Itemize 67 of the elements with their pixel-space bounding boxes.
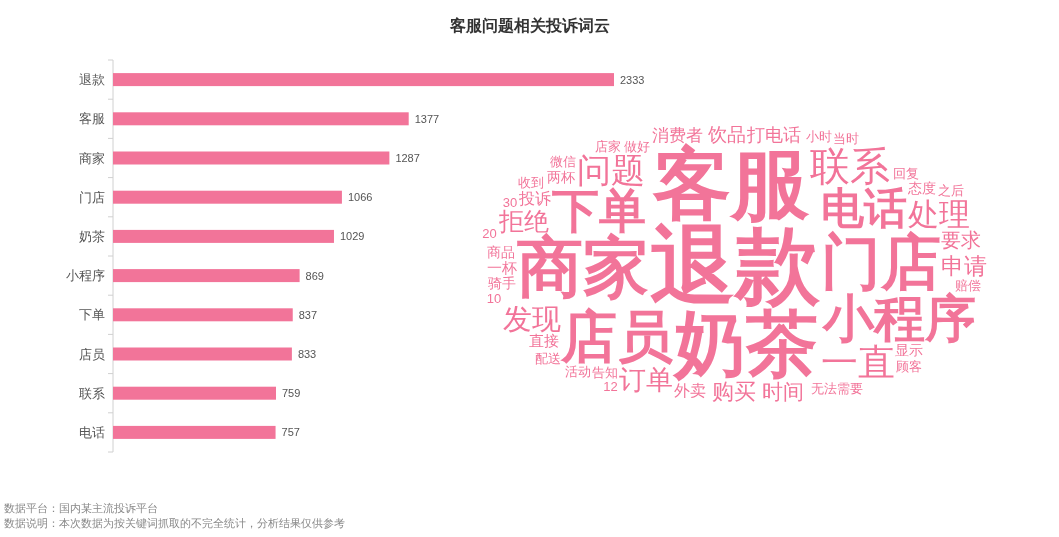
annotation: 微信: [549, 154, 576, 170]
bar: [113, 308, 293, 322]
y-tick-label: 客服: [79, 111, 105, 127]
y-tick-label: 电话: [79, 424, 105, 440]
data-label: 757: [281, 426, 300, 439]
y-tick-label: 小程序: [66, 268, 105, 284]
text: 时间: [761, 379, 804, 403]
annotation: 12: [603, 379, 618, 395]
y-tick-label: 下单: [79, 307, 105, 323]
data-label: 1377: [414, 112, 440, 125]
annotation: 投诉: [518, 189, 552, 207]
annotation: 骑手: [488, 275, 517, 292]
bar: [113, 269, 300, 283]
bar: [113, 386, 276, 400]
annotation: 10: [486, 291, 502, 307]
text: 需要: [837, 380, 864, 396]
text: 外卖: [673, 381, 706, 399]
bar: [113, 151, 390, 165]
text: 赔偿: [954, 278, 981, 294]
text: 饮品: [707, 123, 747, 145]
text: 打电话: [745, 125, 801, 146]
text: 要求: [941, 229, 982, 252]
bar: [113, 112, 409, 126]
text: 小时: [805, 129, 832, 145]
y-tick-label: 退款: [79, 72, 105, 88]
y-tick-label: 店员: [79, 346, 105, 362]
data-label: 837: [298, 308, 318, 321]
y-tick-label: 奶茶: [79, 228, 105, 244]
bar: [113, 190, 342, 204]
text: 态度: [906, 180, 936, 197]
data-label: 869: [305, 269, 324, 282]
bar: [113, 347, 292, 361]
annotation: 发现: [502, 302, 561, 335]
y-tick-label: 商家: [79, 150, 105, 166]
text: 回复: [893, 166, 920, 182]
text: 申请: [941, 253, 988, 280]
text: 数据平台：国内某主流投诉平台: [4, 502, 158, 514]
text: 顾客: [895, 358, 922, 374]
annotation: 30: [502, 194, 518, 210]
data-label: 1066: [347, 191, 373, 204]
text: 当时: [833, 130, 860, 146]
annotation: 告知: [591, 364, 618, 380]
data-label: 759: [281, 387, 301, 400]
text: 订单: [618, 364, 673, 395]
bar: [113, 425, 276, 439]
text: 无法: [810, 381, 837, 397]
text: 之后: [937, 182, 964, 198]
annotation: 20: [482, 226, 497, 242]
y-tick-label: 门店: [79, 189, 105, 205]
annotation: 商品: [487, 244, 516, 261]
text: 做好: [623, 138, 650, 154]
bar: [113, 73, 614, 87]
annotation: 两杯: [547, 168, 576, 185]
data-label: 1029: [339, 230, 365, 243]
text: 数据说明：本次数据为按关键词抓取的不完全统计，分析结果仅供参考: [4, 517, 345, 529]
data-label: 1287: [395, 152, 420, 164]
annotation: 配送: [534, 351, 561, 367]
y-tick-label: 联系: [79, 385, 105, 401]
text: 客服问题相关投诉词云: [448, 16, 610, 34]
data-label: 2333: [620, 73, 645, 86]
data-label: 833: [297, 348, 317, 360]
annotation: 收到: [517, 175, 544, 191]
bar: [113, 229, 334, 243]
text: 显示: [895, 342, 924, 359]
text: 购买: [712, 379, 757, 405]
annotation: 一杯: [486, 258, 517, 276]
annotation: 直接: [529, 332, 560, 350]
